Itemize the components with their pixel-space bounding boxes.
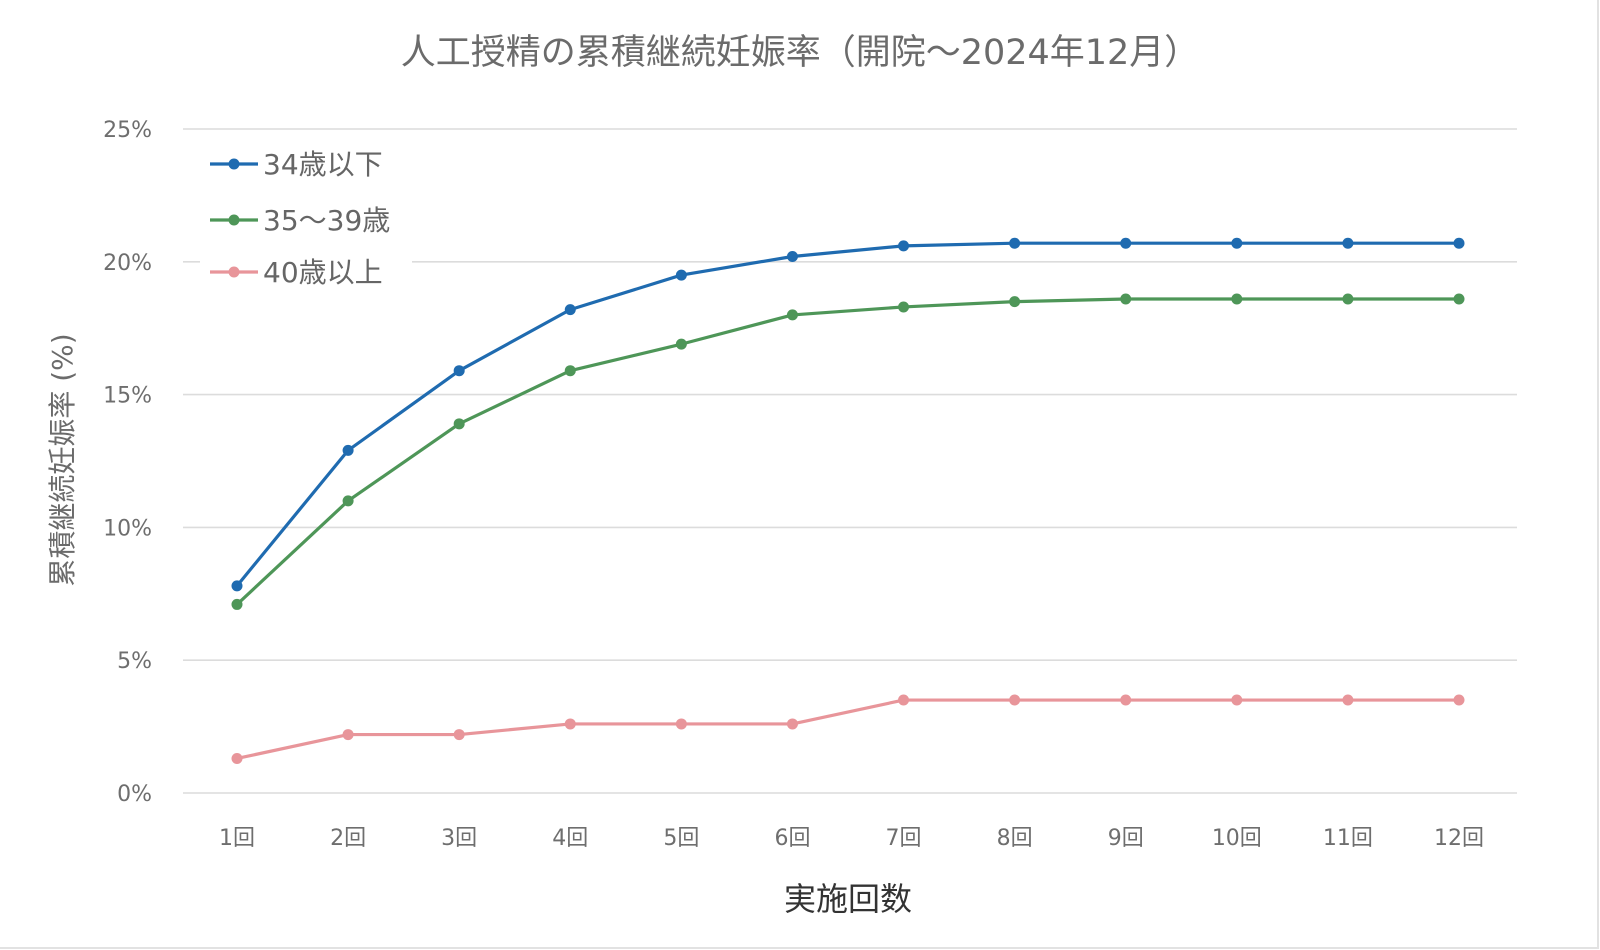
data-point (1231, 694, 1243, 706)
y-tick-label: 0% (117, 782, 152, 807)
data-point (898, 301, 910, 313)
x-tick-label: 10回 (1212, 826, 1262, 851)
x-tick-label: 8回 (997, 826, 1033, 851)
data-point (1342, 237, 1354, 249)
x-tick-label: 9回 (1108, 826, 1144, 851)
data-point (1231, 237, 1243, 249)
data-point (1342, 293, 1354, 305)
x-tick-label: 5回 (663, 826, 699, 851)
legend-label: 35〜39歳 (263, 204, 390, 237)
series-2 (231, 293, 1465, 610)
data-point (898, 694, 910, 706)
data-point (1453, 694, 1465, 706)
x-axis-title: 実施回数 (784, 880, 912, 918)
data-point (1453, 237, 1465, 249)
data-point (786, 309, 798, 321)
data-point (453, 365, 465, 377)
data-point (675, 269, 687, 281)
legend-label: 34歳以下 (263, 148, 383, 181)
y-tick-label: 15% (103, 384, 152, 409)
x-tick-label: 2回 (330, 826, 366, 851)
data-point (231, 752, 243, 764)
x-tick-label: 3回 (441, 826, 477, 851)
legend-item: 34歳以下 (210, 148, 383, 181)
x-tick-label: 12回 (1434, 826, 1484, 851)
series-line (236, 698, 1459, 761)
data-point (1453, 293, 1465, 305)
x-tick-label: 4回 (552, 826, 588, 851)
x-tick-label: 11回 (1323, 826, 1373, 851)
legend-point-marker (228, 266, 240, 278)
y-axis-ticks: 0% 5% 10% 15% 20% 25% (103, 118, 152, 807)
data-point (564, 718, 576, 730)
data-point (1342, 694, 1354, 706)
data-point (675, 338, 687, 350)
series-line (235, 241, 1459, 587)
data-point (1120, 694, 1132, 706)
legend-label: 40歳以上 (263, 256, 383, 289)
data-point (1009, 237, 1021, 249)
data-point (564, 365, 576, 377)
y-axis-title: 累積継続妊娠率 (%) (46, 333, 79, 586)
x-axis-ticks: 1回 2回 3回 4回 5回 6回 7回 8回 9回 10回 11回 12回 (219, 826, 1484, 851)
data-point (342, 729, 354, 741)
data-point (1120, 237, 1132, 249)
data-point (453, 418, 465, 430)
chart-title: 人工授精の累積継続妊娠率（開院〜2024年12月） (401, 33, 1200, 73)
series-1 (231, 237, 1465, 592)
data-point (786, 718, 798, 730)
data-point (342, 495, 354, 507)
data-point (342, 444, 354, 456)
y-tick-label: 25% (103, 118, 152, 143)
x-tick-label: 1回 (219, 826, 255, 851)
series-group (231, 237, 1465, 764)
data-point (1231, 293, 1243, 305)
data-point (231, 598, 243, 610)
data-point (786, 250, 798, 262)
data-point (231, 580, 243, 592)
legend-point-marker (228, 214, 240, 226)
gridlines (183, 128, 1517, 794)
data-point (1009, 296, 1021, 308)
y-tick-label: 5% (117, 649, 152, 674)
data-point (898, 240, 910, 252)
y-tick-label: 10% (103, 516, 152, 541)
data-point (675, 718, 687, 730)
data-point (453, 729, 465, 741)
y-tick-label: 20% (103, 251, 152, 276)
legend: 34歳以下 35〜39歳 40歳以上 (200, 138, 412, 298)
legend-item: 35〜39歳 (210, 204, 390, 237)
data-point (564, 304, 576, 316)
series-3 (231, 694, 1465, 764)
data-point (1120, 293, 1132, 305)
series-line (235, 297, 1459, 606)
legend-point-marker (228, 158, 240, 170)
x-tick-label: 7回 (886, 826, 922, 851)
x-tick-label: 6回 (774, 826, 810, 851)
data-point (1009, 694, 1021, 706)
legend-item: 40歳以上 (210, 256, 383, 289)
